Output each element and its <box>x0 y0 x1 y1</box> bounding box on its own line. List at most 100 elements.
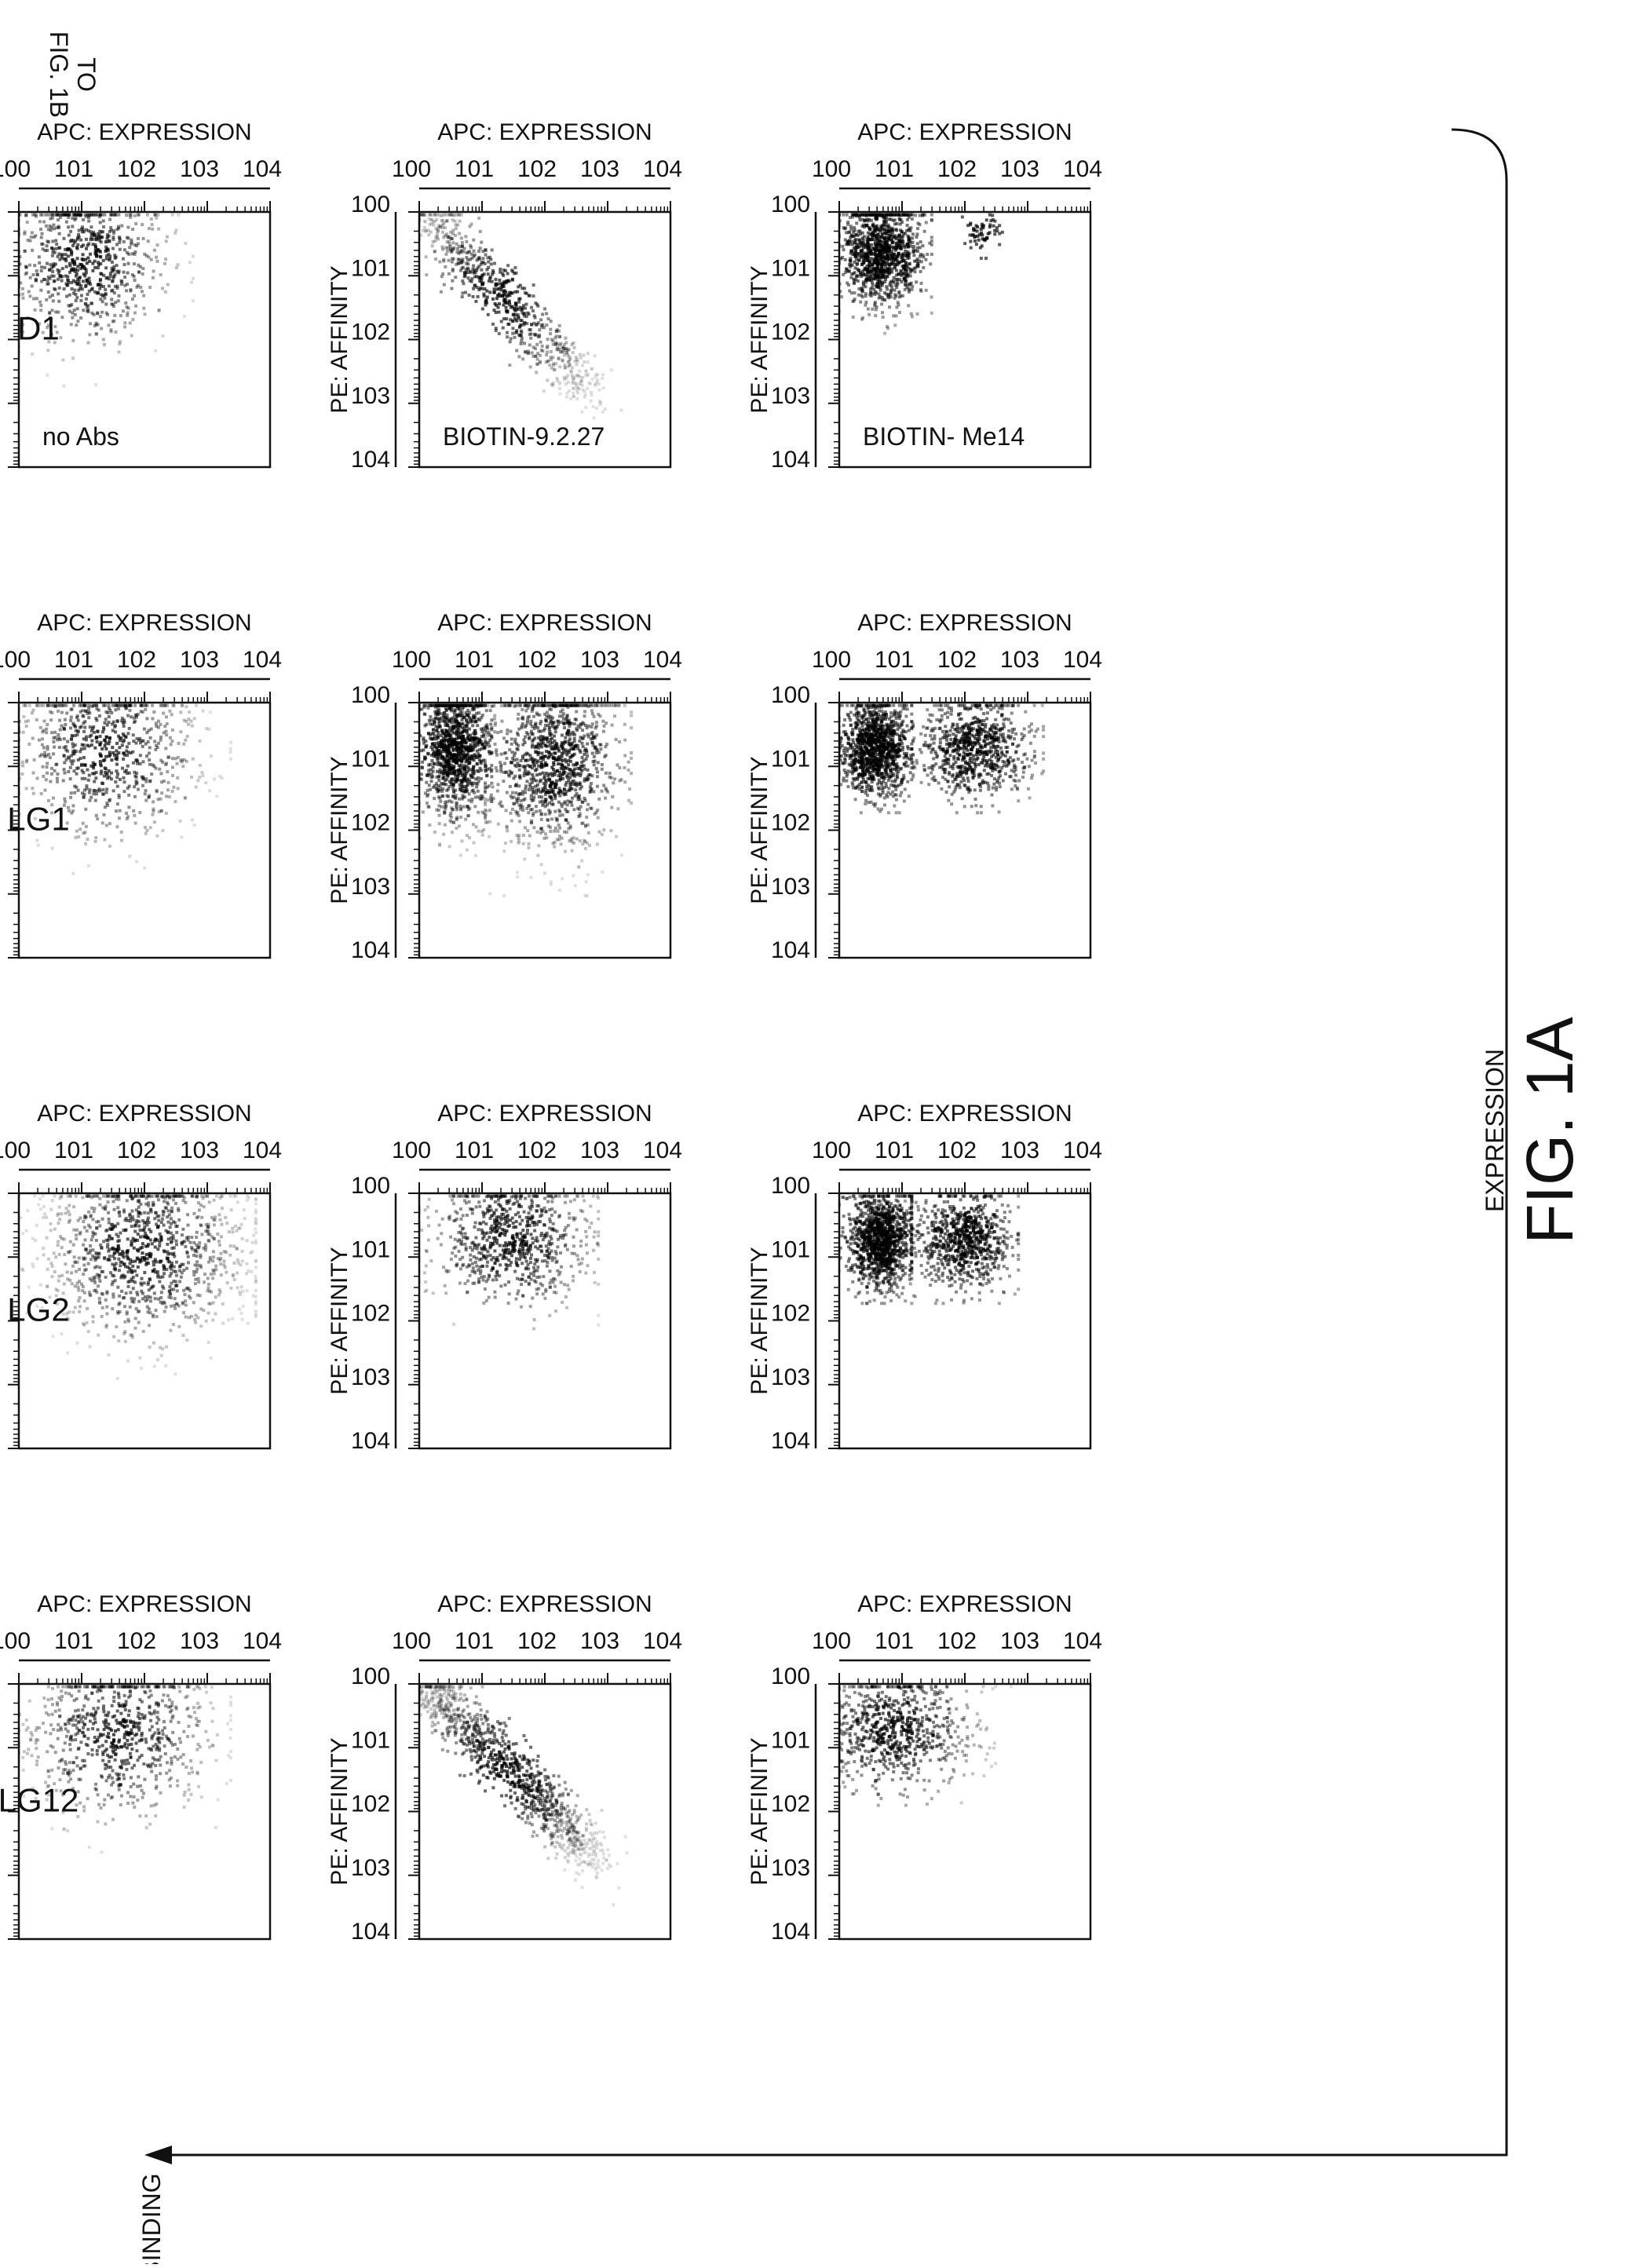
data-point <box>141 1700 144 1704</box>
data-point <box>539 341 542 344</box>
data-point <box>84 1696 87 1700</box>
data-point <box>506 279 510 282</box>
data-point <box>97 1284 100 1287</box>
data-point <box>178 1690 181 1693</box>
data-point <box>57 226 60 229</box>
data-point <box>114 1279 117 1282</box>
data-point <box>460 261 463 265</box>
data-point <box>214 1215 217 1218</box>
data-point <box>461 245 464 248</box>
data-point <box>459 269 462 272</box>
data-point <box>53 1251 56 1255</box>
data-point <box>132 761 135 765</box>
data-point <box>131 1265 134 1268</box>
data-point <box>513 290 517 294</box>
data-point <box>73 1699 76 1702</box>
data-point <box>243 1208 246 1211</box>
data-point <box>104 742 108 745</box>
data-point <box>541 345 544 348</box>
data-point <box>101 1306 104 1309</box>
data-point <box>80 764 83 767</box>
data-point <box>64 1212 68 1215</box>
data-point <box>214 1759 217 1762</box>
data-point <box>188 1289 192 1292</box>
data-point <box>49 756 52 759</box>
data-point <box>29 239 32 243</box>
data-point <box>94 776 97 780</box>
data-point <box>501 272 504 276</box>
data-point <box>480 241 483 244</box>
data-point <box>172 786 175 789</box>
data-point <box>521 357 524 360</box>
data-point <box>157 228 160 231</box>
data-point <box>26 1752 29 1755</box>
data-point <box>124 1742 127 1745</box>
data-point <box>200 1795 203 1799</box>
data-point <box>37 1203 40 1206</box>
data-point <box>549 332 552 335</box>
data-point <box>126 1360 130 1363</box>
y-tick-label: 101 <box>351 255 390 281</box>
data-point <box>38 704 42 707</box>
data-point <box>98 239 101 242</box>
data-point <box>58 1206 61 1209</box>
data-point <box>254 1222 258 1225</box>
data-point <box>431 244 434 247</box>
data-point <box>159 1296 163 1299</box>
data-point <box>146 214 149 217</box>
data-point <box>89 1214 93 1217</box>
data-point <box>101 230 104 233</box>
x-axis-title: APC: EXPRESSION <box>37 119 251 145</box>
data-point <box>566 353 569 356</box>
data-point <box>545 312 548 315</box>
data-point <box>133 1225 137 1228</box>
data-point <box>56 738 59 741</box>
data-point <box>165 1735 168 1738</box>
data-point <box>79 1740 82 1744</box>
data-point <box>82 756 86 759</box>
data-point <box>105 791 108 794</box>
data-point <box>455 214 458 217</box>
data-point <box>39 1284 42 1287</box>
data-point <box>93 1788 97 1791</box>
data-point <box>198 1208 201 1211</box>
data-point <box>558 324 561 327</box>
data-point <box>79 704 82 707</box>
data-point <box>454 220 457 223</box>
data-point <box>492 309 495 312</box>
data-point <box>35 214 38 217</box>
data-point <box>71 1265 75 1268</box>
data-point <box>83 726 86 729</box>
data-point <box>46 244 49 247</box>
data-point <box>40 792 43 795</box>
data-point <box>195 1717 198 1720</box>
data-point <box>102 1707 105 1711</box>
data-point <box>168 1685 171 1689</box>
data-point <box>598 389 601 392</box>
data-point <box>132 1301 135 1304</box>
data-point <box>38 739 41 742</box>
data-point <box>254 1266 258 1269</box>
data-point <box>124 301 127 305</box>
data-point <box>126 1759 129 1762</box>
data-point <box>444 824 447 827</box>
data-point <box>168 1778 171 1781</box>
data-point <box>477 830 480 833</box>
data-point <box>55 243 58 246</box>
data-point <box>429 788 432 791</box>
data-point <box>28 1700 31 1703</box>
data-point <box>111 1307 114 1310</box>
data-point <box>27 1748 30 1751</box>
data-point <box>241 1237 244 1240</box>
data-point <box>72 1310 75 1313</box>
data-point <box>59 336 62 339</box>
data-point <box>73 289 76 292</box>
data-point <box>552 363 555 367</box>
data-point <box>108 751 111 754</box>
data-point <box>50 214 53 217</box>
data-point <box>46 374 49 377</box>
data-point <box>63 746 66 749</box>
data-point <box>62 779 65 782</box>
data-point <box>71 244 75 247</box>
data-point <box>51 254 54 257</box>
